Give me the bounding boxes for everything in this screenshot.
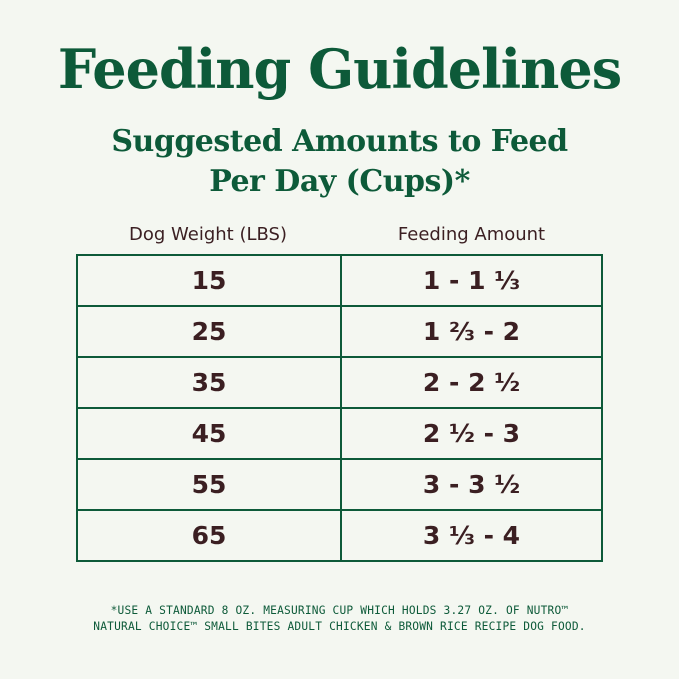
table-row: 55 3 - 3 ½: [76, 458, 603, 511]
column-header-weight: Dog Weight (LBS): [129, 224, 287, 245]
footnote: *USE A STANDARD 8 OZ. MEASURING CUP WHIC…: [0, 603, 679, 635]
weight-cell: 25: [76, 305, 342, 358]
amount-cell: 2 - 2 ½: [340, 356, 603, 409]
weight-cell: 45: [76, 407, 342, 460]
weight-cell: 15: [76, 254, 342, 307]
table-row: 45 2 ½ - 3: [76, 407, 603, 460]
footnote-line-2: NATURAL CHOICE™ SMALL BITES ADULT CHICKE…: [93, 620, 586, 633]
weight-cell: 55: [76, 458, 342, 511]
table-row: 35 2 - 2 ½: [76, 356, 603, 409]
amount-cell: 1 ⅔ - 2: [340, 305, 603, 358]
amount-cell: 3 - 3 ½: [340, 458, 603, 511]
weight-cell: 65: [76, 509, 342, 562]
column-header-amount: Feeding Amount: [397, 224, 546, 245]
subtitle: Suggested Amounts to Feed Per Day (Cups)…: [0, 122, 679, 202]
table-row: 15 1 - 1 ⅓: [76, 254, 603, 307]
subtitle-line-1: Suggested Amounts to Feed: [111, 124, 568, 159]
amount-cell: 1 - 1 ⅓: [340, 254, 603, 307]
table-row: 25 1 ⅔ - 2: [76, 305, 603, 358]
feeding-table: 15 1 - 1 ⅓ 25 1 ⅔ - 2 35 2 - 2 ½ 45 2 ½ - 3 55 3 …: [76, 254, 603, 562]
weight-cell: 35: [76, 356, 342, 409]
table-row: 65 3 ⅓ - 4: [76, 509, 603, 562]
subtitle-line-2: Per Day (Cups)*: [209, 164, 470, 199]
amount-cell: 3 ⅓ - 4: [340, 509, 603, 562]
page-title: Feeding Guidelines: [57, 37, 622, 101]
amount-cell: 2 ½ - 3: [340, 407, 603, 460]
footnote-line-1: *USE A STANDARD 8 OZ. MEASURING CUP WHIC…: [110, 604, 569, 617]
